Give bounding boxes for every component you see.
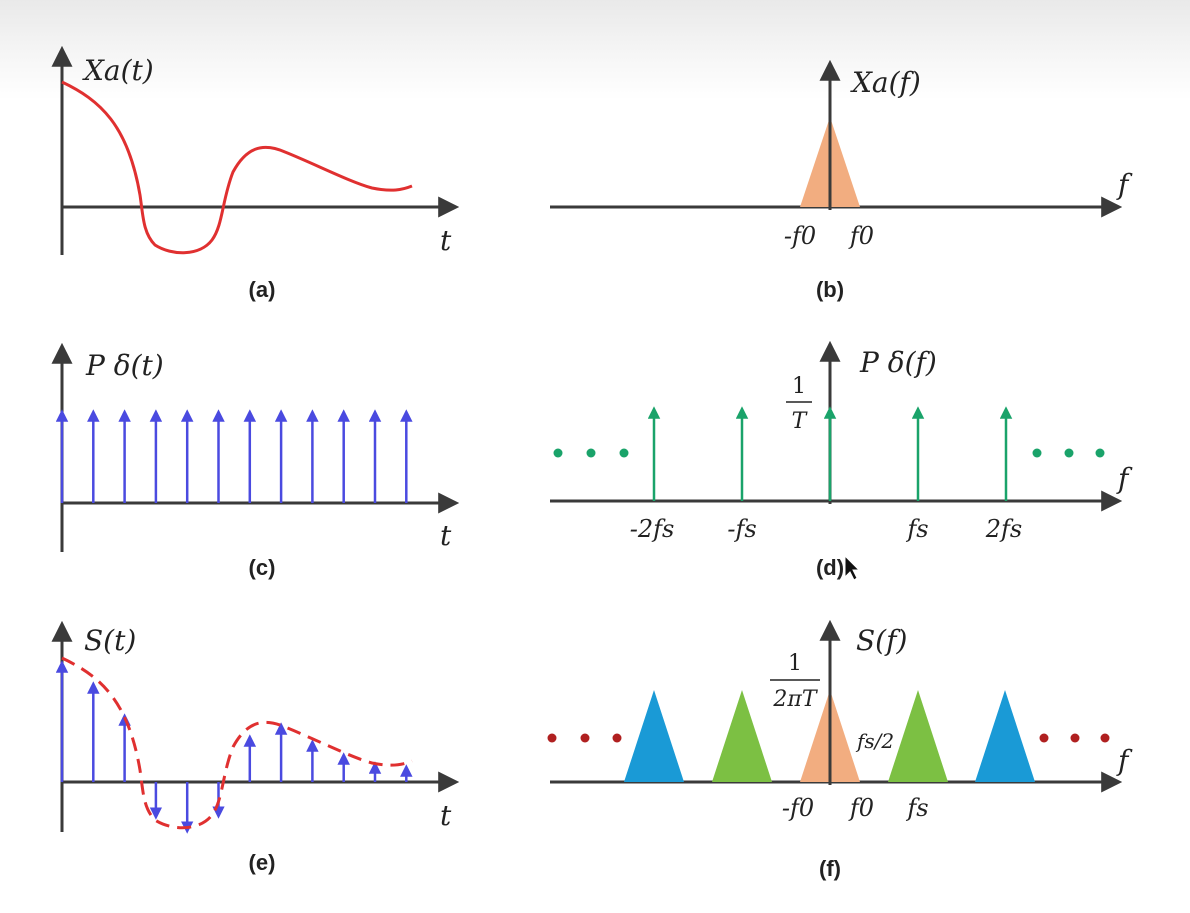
caption-e: (e)	[249, 850, 276, 875]
amplitude-den-f: 2πT	[772, 687, 818, 712]
tick-d-neg-2fs: -2fs	[630, 515, 675, 543]
dots-f-right	[1039, 733, 1110, 743]
panel-f: 1 2πT fs/2 S(f) f -f0 f0 fs (f)	[547, 619, 1133, 881]
xlabel-c: t	[440, 519, 452, 552]
spectrum-copy-pos1	[888, 690, 948, 782]
caption-c: (c)	[249, 555, 276, 580]
caption-b: (b)	[816, 277, 844, 302]
ylabel-f: S(f)	[856, 624, 907, 657]
tick-b-f0: f0	[848, 222, 874, 250]
ylabel-c: P δ(t)	[85, 349, 164, 382]
amplitude-den-d: T	[792, 409, 809, 434]
spectrum-copy-pos2	[975, 690, 1035, 782]
spectrum-copy-neg1	[712, 690, 772, 782]
ylabel-a: Xa(t)	[82, 54, 154, 87]
spectrum-copy-neg2	[624, 690, 684, 782]
ylabel-d: P δ(f)	[859, 346, 937, 379]
xlabel-d: f	[1116, 462, 1133, 495]
tick-f-neg-f0: -f0	[782, 794, 814, 822]
panel-c: P δ(t) t (c)	[51, 342, 460, 580]
tick-d-neg-fs: -fs	[727, 515, 756, 543]
xlabel-e: t	[440, 799, 452, 832]
tick-b-neg-f0: -f0	[784, 222, 816, 250]
tick-f-fs: fs	[905, 794, 928, 822]
sampled-impulses-e	[55, 660, 413, 834]
panel-b: Xa(f) f -f0 f0 (b)	[550, 59, 1133, 302]
amplitude-num-f: 1	[788, 651, 802, 676]
panel-a: Xa(t) t (a)	[51, 45, 460, 302]
xlabel-a: t	[440, 224, 452, 257]
mouse-cursor-icon	[844, 554, 861, 581]
caption-a: (a)	[249, 277, 276, 302]
xlabel-f: f	[1116, 744, 1133, 777]
half-sampling-label-f: fs/2	[855, 729, 894, 753]
dots-f-left	[547, 733, 622, 743]
envelope-curve-e	[61, 656, 413, 830]
tick-d-2fs: 2fs	[985, 515, 1022, 543]
dots-d-left	[553, 448, 629, 458]
ylabel-b: Xa(f)	[850, 66, 921, 99]
dots-d-right	[1032, 448, 1105, 458]
impulse-train-d	[647, 406, 1013, 501]
tick-d-fs: fs	[905, 515, 928, 543]
panel-d: 1 T P δ(f) f -2fs -fs fs 2fs (d)	[550, 340, 1133, 581]
ylabel-e: S(t)	[84, 624, 136, 657]
impulse-train-c	[55, 409, 413, 503]
xlabel-b: f	[1116, 168, 1133, 201]
signal-curve-a	[61, 80, 413, 255]
caption-f: (f)	[819, 856, 841, 881]
amplitude-num-d: 1	[792, 374, 806, 399]
panel-e: S(t) t (e)	[51, 620, 460, 875]
caption-d: (d)	[816, 555, 844, 580]
tick-f-f0: f0	[848, 794, 874, 822]
